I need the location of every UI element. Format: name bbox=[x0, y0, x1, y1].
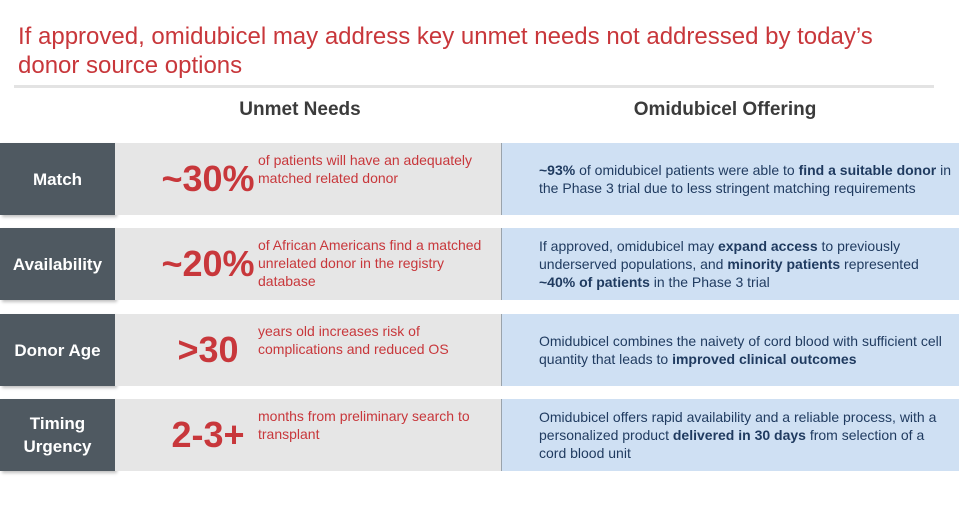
table-row: Donor Age >30 years old increases risk of … bbox=[0, 314, 963, 386]
table-row: Availability ~20% of African Americans fin… bbox=[0, 228, 963, 300]
offering-cell: Omidubicel combines the naivety of cord … bbox=[502, 314, 959, 386]
unmet-need-cell: >30 years old increases risk of complicat… bbox=[115, 314, 501, 386]
stat-value: ~30% bbox=[161, 158, 255, 199]
offering-cell: Omidubicel offers rapid availability and… bbox=[502, 399, 959, 471]
table-row: Match ~30% of patients will have an adequa… bbox=[0, 143, 963, 215]
column-header-omidubicel-offering: Omidubicel Offering bbox=[633, 99, 817, 120]
stat-description: months from preliminary search to transp… bbox=[258, 408, 470, 442]
unmet-need-cell: 2-3+ months from preliminary search to tr… bbox=[115, 399, 501, 471]
offering-cell: If approved, omidubicel may expand acces… bbox=[502, 228, 959, 300]
column-header-unmet-needs: Unmet Needs bbox=[239, 99, 361, 120]
stat-value: ~20% bbox=[161, 243, 255, 284]
row-label: Availability bbox=[0, 228, 115, 300]
title-divider bbox=[14, 85, 934, 88]
column-divider bbox=[501, 314, 502, 386]
row-label: Donor Age bbox=[0, 314, 115, 386]
column-divider bbox=[501, 143, 502, 215]
stat-description: of patients will have an adequately matc… bbox=[258, 152, 473, 186]
offering-text: Omidubicel combines the naivety of cord … bbox=[539, 333, 942, 367]
unmet-need-cell: ~20% of African Americans find a matched … bbox=[115, 228, 501, 300]
offering-cell: ~93% of omidubicel patients were able to… bbox=[502, 143, 959, 215]
stat-value: 2-3+ bbox=[171, 414, 245, 455]
page-title: If approved, omidubicel may address key … bbox=[18, 23, 873, 79]
offering-text: If approved, omidubicel may expand acces… bbox=[539, 238, 919, 290]
offering-text: ~93% of omidubicel patients were able to… bbox=[539, 162, 952, 196]
column-divider bbox=[501, 399, 502, 471]
stat-description: years old increases risk of complication… bbox=[258, 323, 449, 357]
stat-description: of African Americans find a matched unre… bbox=[258, 237, 482, 289]
row-label: Match bbox=[0, 143, 115, 215]
column-divider bbox=[501, 228, 502, 300]
table-row: Timing Urgency 2-3+ months from preliminary… bbox=[0, 399, 963, 471]
offering-text: Omidubicel offers rapid availability and… bbox=[539, 409, 937, 461]
stat-value: >30 bbox=[177, 329, 239, 370]
row-label: Timing Urgency bbox=[0, 399, 115, 471]
unmet-need-cell: ~30% of patients will have an adequately … bbox=[115, 143, 501, 215]
